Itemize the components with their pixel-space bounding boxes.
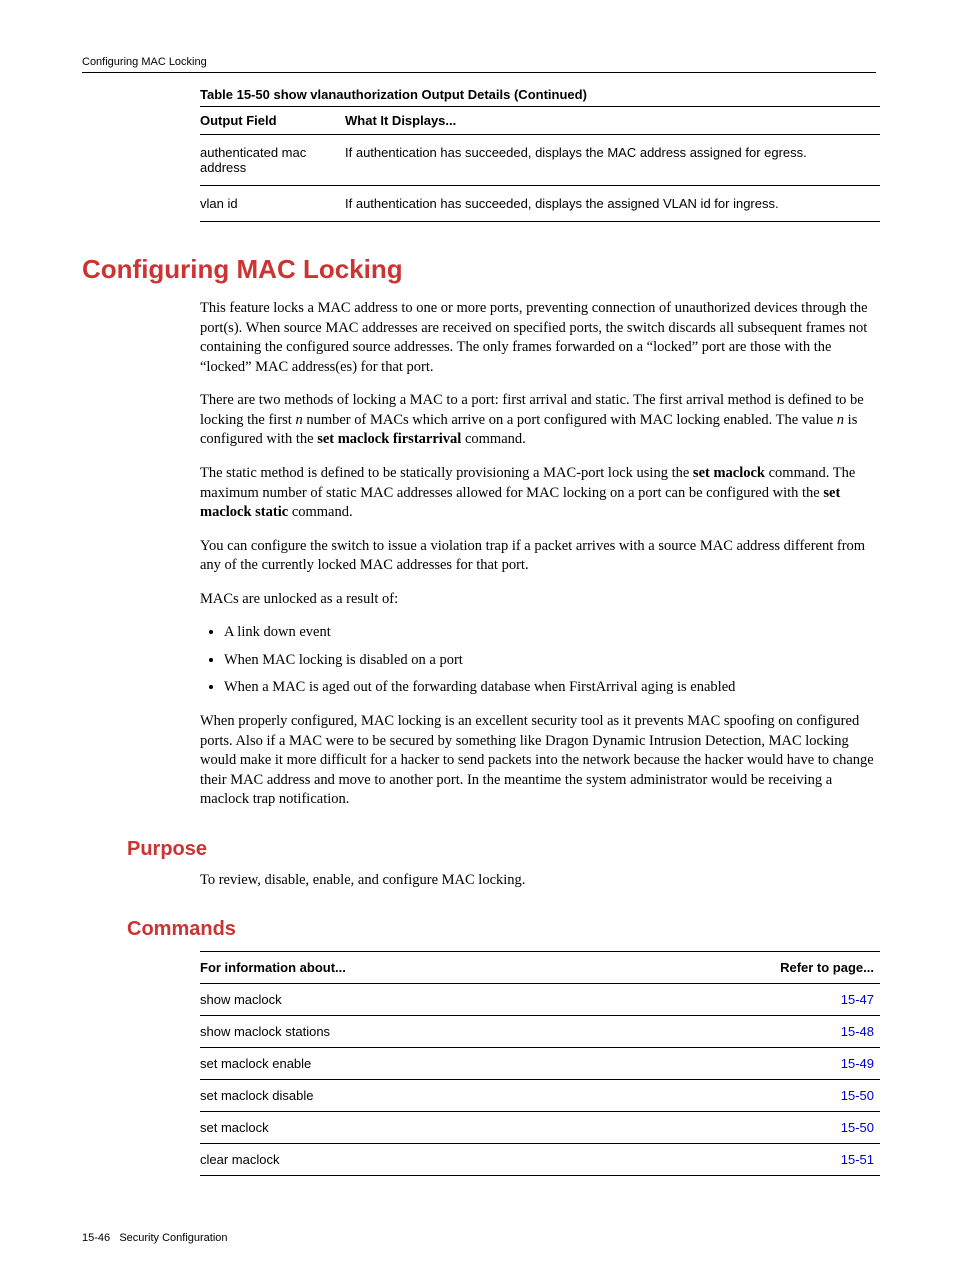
command-page-link[interactable]: 15-48 (614, 1016, 880, 1048)
para2: There are two methods of locking a MAC t… (200, 391, 876, 450)
table1-col1: Output Field (200, 107, 345, 135)
bullet-list: A link down event When MAC locking is dis… (200, 623, 876, 698)
table-row: clear maclock15-51 (200, 1144, 880, 1176)
command-page-link[interactable]: 15-49 (614, 1048, 880, 1080)
commands-col2: Refer to page... (614, 952, 880, 984)
commands-col1: For information about... (200, 952, 614, 984)
list-item: When MAC locking is disabled on a port (224, 651, 876, 671)
purpose-heading: Purpose (127, 838, 876, 861)
running-header: Configuring MAC Locking (82, 56, 876, 73)
para4: You can configure the switch to issue a … (200, 537, 876, 576)
para3: The static method is defined to be stati… (200, 464, 876, 523)
output-desc: If authentication has succeeded, display… (345, 135, 880, 186)
table1-body: authenticated mac addressIf authenticati… (200, 135, 880, 222)
output-details-table: Output Field What It Displays... authent… (200, 106, 880, 222)
para6: When properly configured, MAC locking is… (200, 712, 876, 810)
footer-section: Security Configuration (119, 1232, 227, 1244)
table-row: show maclock15-47 (200, 984, 880, 1016)
table1-col2: What It Displays... (345, 107, 880, 135)
para5: MACs are unlocked as a result of: (200, 590, 876, 610)
list-item: A link down event (224, 623, 876, 643)
table1-caption: Table 15-50 show vlanauthorization Outpu… (200, 87, 876, 102)
table-row: authenticated mac addressIf authenticati… (200, 135, 880, 186)
commands-heading: Commands (127, 918, 876, 941)
para1: This feature locks a MAC address to one … (200, 299, 876, 377)
commands-table: For information about... Refer to page..… (200, 951, 880, 1176)
command-name: set maclock disable (200, 1080, 614, 1112)
footer-page: 15-46 (82, 1232, 110, 1244)
command-name: show maclock (200, 984, 614, 1016)
command-page-link[interactable]: 15-47 (614, 984, 880, 1016)
command-page-link[interactable]: 15-50 (614, 1080, 880, 1112)
commands-body: show maclock15-47show maclock stations15… (200, 984, 880, 1176)
table-row: vlan idIf authentication has succeeded, … (200, 186, 880, 222)
table-row: set maclock15-50 (200, 1112, 880, 1144)
table-row: set maclock disable15-50 (200, 1080, 880, 1112)
command-name: set maclock (200, 1112, 614, 1144)
command-page-link[interactable]: 15-51 (614, 1144, 880, 1176)
command-name: set maclock enable (200, 1048, 614, 1080)
table-row: show maclock stations15-48 (200, 1016, 880, 1048)
command-name: clear maclock (200, 1144, 614, 1176)
table-row: set maclock enable15-49 (200, 1048, 880, 1080)
section-heading: Configuring MAC Locking (82, 254, 876, 285)
purpose-text: To review, disable, enable, and configur… (200, 871, 876, 891)
output-field: vlan id (200, 186, 345, 222)
output-field: authenticated mac address (200, 135, 345, 186)
list-item: When a MAC is aged out of the forwarding… (224, 678, 876, 698)
page-footer: 15-46 Security Configuration (82, 1232, 876, 1244)
command-name: show maclock stations (200, 1016, 614, 1048)
command-page-link[interactable]: 15-50 (614, 1112, 880, 1144)
output-desc: If authentication has succeeded, display… (345, 186, 880, 222)
